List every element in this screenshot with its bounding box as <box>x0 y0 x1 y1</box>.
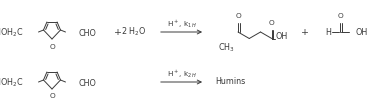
Text: HOH$_2$C: HOH$_2$C <box>0 77 23 89</box>
Text: HOH$_2$C: HOH$_2$C <box>0 27 23 39</box>
Text: OH: OH <box>276 32 288 41</box>
Text: H$^+$, k$_{2H}$: H$^+$, k$_{2H}$ <box>167 68 196 80</box>
Text: Humins: Humins <box>215 77 245 86</box>
Text: H: H <box>325 27 331 36</box>
Text: CHO: CHO <box>79 28 96 37</box>
Text: O: O <box>235 13 241 19</box>
Text: +: + <box>114 27 122 36</box>
Text: CH$_3$: CH$_3$ <box>218 41 235 54</box>
Text: +: + <box>301 27 309 36</box>
Text: OH: OH <box>356 27 368 36</box>
Text: O: O <box>269 19 275 25</box>
Text: O: O <box>49 94 55 100</box>
Text: CHO: CHO <box>79 79 96 88</box>
Text: 2 H$_2$O: 2 H$_2$O <box>121 26 147 38</box>
Text: O: O <box>338 13 343 19</box>
Text: H$^+$, k$_{1H}$: H$^+$, k$_{1H}$ <box>167 18 196 30</box>
Text: O: O <box>49 44 55 50</box>
